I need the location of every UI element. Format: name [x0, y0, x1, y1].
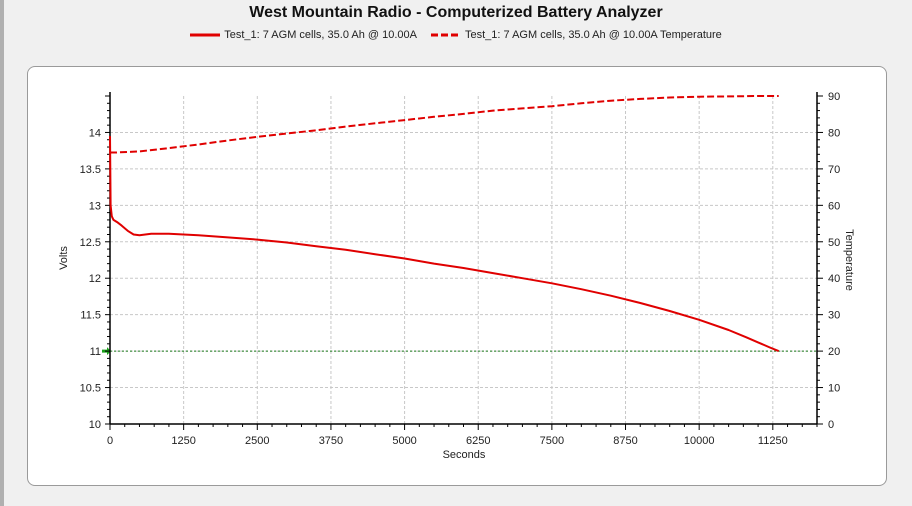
y2-tick-label: 60 — [828, 200, 840, 212]
y2-tick-label: 50 — [828, 237, 840, 249]
x-tick-label: 10000 — [684, 435, 715, 447]
x-tick-label: 8750 — [613, 435, 637, 447]
legend-swatch-dashed — [431, 33, 461, 37]
chart-title: West Mountain Radio - Computerized Batte… — [249, 4, 663, 21]
y2-tick-label: 40 — [828, 273, 840, 285]
y-tick-label: 11.5 — [80, 310, 101, 322]
legend: Test_1: 7 AGM cells, 35.0 Ah @ 10.00A Te… — [0, 27, 912, 43]
series-group — [109, 95, 780, 353]
y2-tick-label: 80 — [828, 127, 840, 139]
x-tick-label: 1250 — [171, 435, 195, 447]
y2-tick-label: 10 — [828, 383, 840, 395]
window-edge — [0, 0, 4, 506]
x-tick-label: 11250 — [758, 435, 788, 447]
x-tick-label: 3750 — [319, 435, 343, 447]
legend-item-voltage: Test_1: 7 AGM cells, 35.0 Ah @ 10.00A — [190, 29, 417, 41]
x-tick-label: 0 — [107, 435, 113, 447]
y2-tick-label: 90 — [828, 91, 840, 103]
x-tick-label: 7500 — [540, 435, 564, 447]
x-axis-label: Seconds — [443, 449, 486, 461]
x-tick-label: 5000 — [392, 435, 416, 447]
chart-panel — [27, 66, 887, 486]
legend-swatch-solid — [190, 33, 221, 37]
y-tick-label: 11 — [90, 346, 101, 358]
y2-tick-label: 30 — [828, 310, 840, 322]
legend-label-voltage: Test_1: 7 AGM cells, 35.0 Ah @ 10.00A — [224, 29, 417, 41]
tick-labels: 10 10.5 11 11.5 12 12.5 13 13.5 14 0 10 20 30 40 50 60 7… — [80, 91, 841, 447]
x-tick-label: 6250 — [466, 435, 490, 447]
y2-tick-label: 20 — [828, 346, 840, 358]
y-tick-label: 12 — [89, 273, 101, 285]
legend-item-temperature: Test_1: 7 AGM cells, 35.0 Ah @ 10.00A Te… — [431, 29, 722, 41]
y-axis-label: Volts — [58, 246, 70, 270]
cutoff-line-group — [102, 347, 817, 356]
y-tick-label: 13 — [89, 200, 101, 212]
series-line-temperature — [110, 95, 779, 154]
y-tick-label: 12.5 — [80, 237, 101, 249]
y2-tick-label: 0 — [828, 419, 834, 431]
y2-tick-label: 70 — [828, 164, 840, 176]
y2-axis-label: Temperature — [843, 229, 855, 291]
y-tick-label: 10 — [89, 419, 101, 431]
x-tick-label: 2500 — [245, 435, 269, 447]
grid — [110, 96, 817, 424]
series-line-voltage — [109, 136, 780, 353]
legend-label-temperature: Test_1: 7 AGM cells, 35.0 Ah @ 10.00A Te… — [465, 29, 722, 41]
y-tick-label: 10.5 — [80, 383, 101, 395]
y-tick-label: 14 — [89, 127, 101, 139]
y-tick-label: 13.5 — [80, 164, 101, 176]
